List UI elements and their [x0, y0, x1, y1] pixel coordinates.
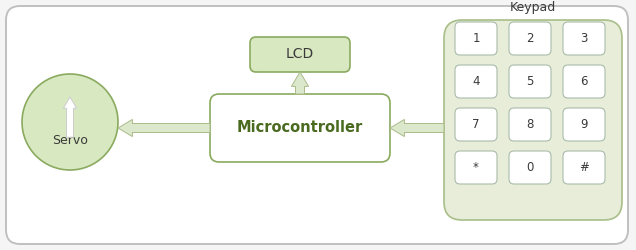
FancyBboxPatch shape: [455, 22, 497, 55]
FancyBboxPatch shape: [444, 20, 622, 220]
Polygon shape: [390, 120, 444, 136]
FancyBboxPatch shape: [563, 22, 605, 55]
Text: 3: 3: [580, 32, 588, 45]
Text: LCD: LCD: [286, 48, 314, 62]
Text: 6: 6: [580, 75, 588, 88]
Text: #: #: [579, 161, 589, 174]
FancyBboxPatch shape: [509, 22, 551, 55]
FancyBboxPatch shape: [455, 108, 497, 141]
Text: 8: 8: [527, 118, 534, 131]
FancyBboxPatch shape: [455, 65, 497, 98]
FancyBboxPatch shape: [455, 151, 497, 184]
Text: 0: 0: [527, 161, 534, 174]
Text: 2: 2: [526, 32, 534, 45]
Text: Keypad: Keypad: [510, 1, 556, 14]
FancyBboxPatch shape: [509, 151, 551, 184]
Text: 5: 5: [527, 75, 534, 88]
FancyBboxPatch shape: [509, 108, 551, 141]
FancyBboxPatch shape: [563, 65, 605, 98]
Text: 1: 1: [473, 32, 480, 45]
FancyBboxPatch shape: [210, 94, 390, 162]
Polygon shape: [64, 97, 77, 137]
Text: 9: 9: [580, 118, 588, 131]
Polygon shape: [118, 120, 210, 136]
FancyBboxPatch shape: [563, 151, 605, 184]
FancyBboxPatch shape: [6, 6, 628, 244]
Text: Servo: Servo: [52, 134, 88, 147]
Text: Microcontroller: Microcontroller: [237, 120, 363, 136]
Polygon shape: [291, 72, 308, 94]
FancyBboxPatch shape: [509, 65, 551, 98]
Text: 4: 4: [473, 75, 480, 88]
Ellipse shape: [22, 74, 118, 170]
Text: 7: 7: [473, 118, 480, 131]
FancyBboxPatch shape: [250, 37, 350, 72]
FancyBboxPatch shape: [563, 108, 605, 141]
Text: *: *: [473, 161, 479, 174]
